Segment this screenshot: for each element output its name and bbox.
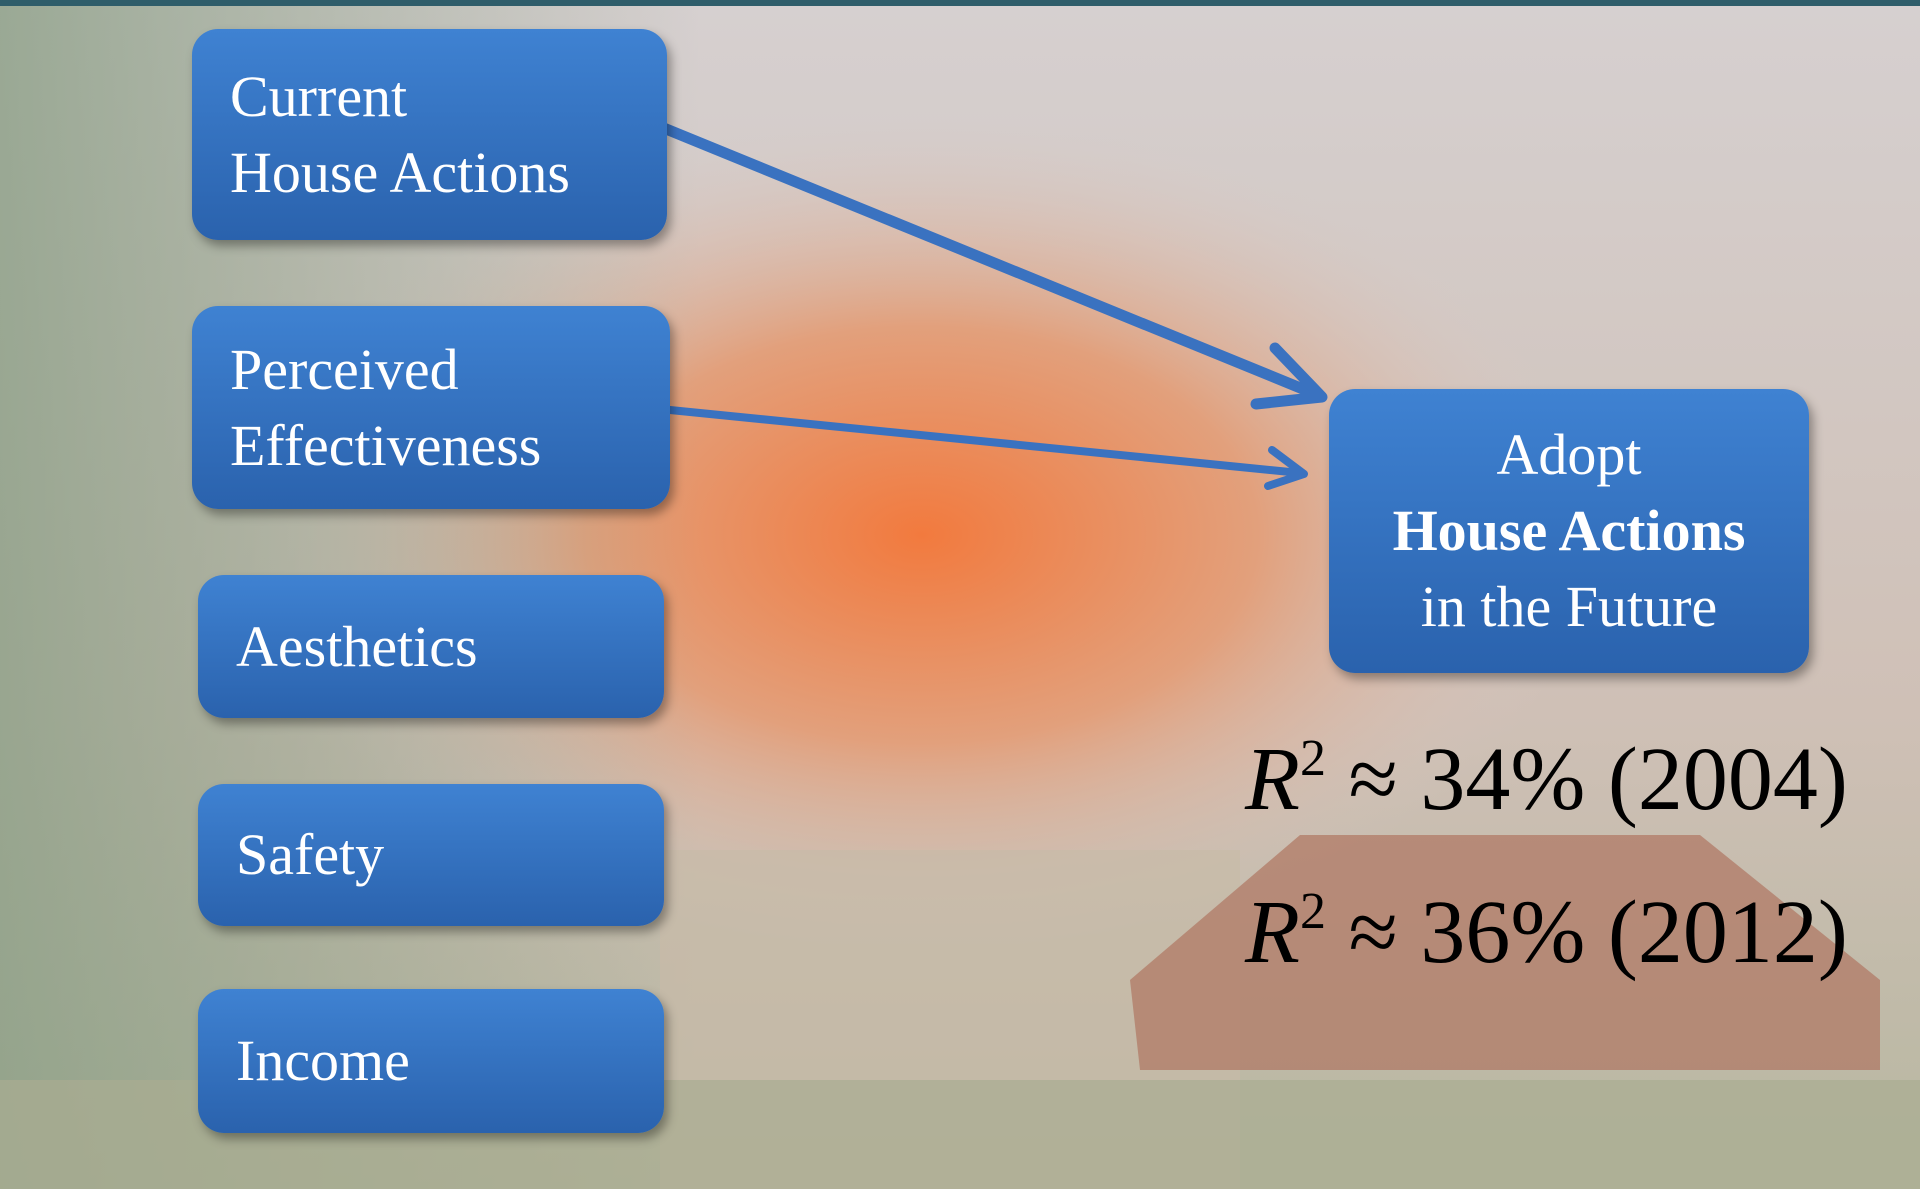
outcome-node: Adopt House Actions in the Future [1329, 389, 1809, 673]
fit-stat: R2 ≈ 34% (2004) [1245, 728, 1848, 831]
node: Safety [198, 784, 664, 926]
node-line: House Actions [230, 135, 667, 211]
node-line: Perceived [230, 332, 670, 408]
fit-text: ≈ 34% (2004) [1348, 730, 1847, 829]
node-line: in the Future [1421, 569, 1717, 645]
node-line: Effectiveness [230, 408, 670, 484]
exponent: 2 [1300, 883, 1326, 940]
slide: Current House Actions Perceived Effectiv… [0, 0, 1920, 1189]
exponent: 2 [1300, 730, 1326, 787]
node: Income [198, 989, 664, 1133]
node: Perceived Effectiveness [192, 306, 670, 509]
fit-text: ≈ 36% (2012) [1348, 883, 1847, 982]
node: Aesthetics [198, 575, 664, 718]
node-line: Aesthetics [236, 609, 664, 685]
node-line: Adopt [1497, 417, 1642, 493]
node: Current House Actions [192, 29, 667, 240]
variable: R [1245, 883, 1300, 982]
node-line: Income [236, 1023, 664, 1099]
node-line: Current [230, 59, 667, 135]
node-line: Safety [236, 817, 664, 893]
fit-stat: R2 ≈ 36% (2012) [1245, 881, 1848, 984]
variable: R [1245, 730, 1300, 829]
node-line: House Actions [1393, 493, 1746, 569]
